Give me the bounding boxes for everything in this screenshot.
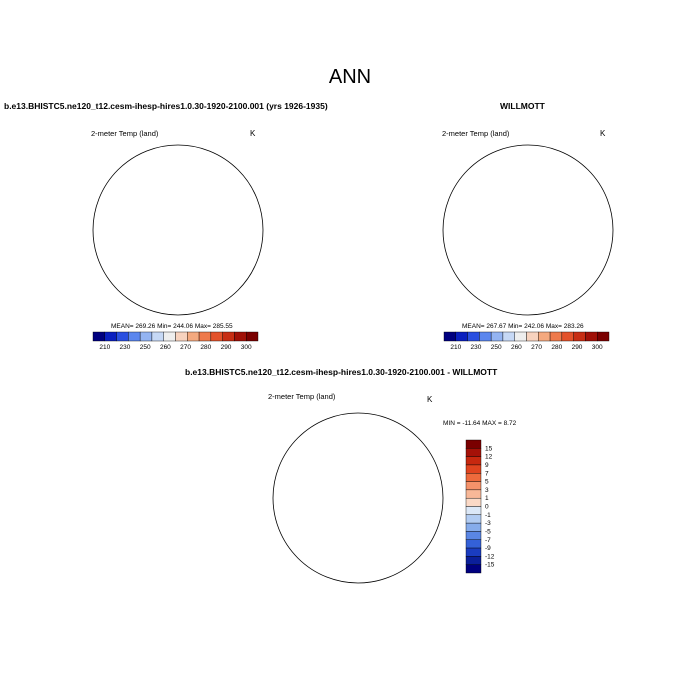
panel-3-colorbar-tick-label: -3 bbox=[485, 520, 491, 527]
panel-2-colorbar-swatch bbox=[597, 331, 610, 342]
panel-1-colorbar-swatch bbox=[175, 331, 188, 342]
panel-3-stats: MIN = -11.64 MAX = 8.72 bbox=[443, 420, 517, 427]
panel-2-case-title: WILLMOTT bbox=[500, 101, 545, 111]
panel-3-colorbar-swatch bbox=[465, 456, 482, 466]
panel-1-colorbar-tick-label: 260 bbox=[160, 344, 171, 351]
panel-2-colorbar-swatch bbox=[490, 331, 504, 342]
panel-2-colorbar-swatch bbox=[526, 331, 539, 342]
panel-3-colorbar-tick-label: -1 bbox=[485, 512, 491, 519]
panel-2-colorbar-tick-label: 280 bbox=[551, 344, 562, 351]
panel-3-colorbar-tick-label: 1 bbox=[485, 495, 489, 502]
panel-2-units: K bbox=[600, 129, 606, 138]
panel-2-colorbar-swatch bbox=[467, 331, 480, 342]
panel-2-variable-title: 2-meter Temp (land) bbox=[442, 129, 510, 138]
panel-2-colorbar-swatch bbox=[479, 331, 492, 342]
panel-3-colorbar-swatch bbox=[465, 473, 482, 482]
panel-1-stats: MEAN= 269.26 Min= 244.06 Max= 285.55 bbox=[111, 323, 233, 330]
panel-1-colorbar-tick-label: 280 bbox=[200, 344, 211, 351]
panel-1-colorbar-tick-label: 290 bbox=[221, 344, 232, 351]
panel-2-polar-map bbox=[442, 144, 614, 316]
panel-1-colorbar-swatch bbox=[116, 331, 129, 342]
panel-2-colorbar-tick-label: 270 bbox=[531, 344, 542, 351]
panel-1-colorbar-swatch bbox=[246, 331, 259, 342]
panel-3-colorbar-swatch bbox=[465, 547, 482, 557]
panel-3-colorbar-tick-label: -15 bbox=[485, 562, 495, 569]
panel-1-polar-map bbox=[92, 144, 264, 316]
panel-2-colorbar-swatch bbox=[549, 331, 563, 342]
panel-3-polar-map bbox=[272, 412, 444, 584]
panel-2-colorbar-swatch bbox=[502, 331, 515, 342]
panel-3-colorbar-swatch bbox=[465, 531, 482, 540]
panel-1-colorbar-swatch bbox=[234, 331, 247, 342]
panel-1-colorbar-swatch bbox=[151, 331, 164, 342]
panel-2-colorbar-swatch bbox=[443, 331, 456, 342]
panel-1-colorbar-swatch bbox=[222, 331, 235, 342]
panel-1-colorbar-swatch bbox=[128, 331, 141, 342]
panel-3-colorbar-tick-label: -5 bbox=[485, 528, 491, 535]
page-title: ANN bbox=[328, 66, 372, 88]
panel-3-colorbar-tick-label: -9 bbox=[485, 545, 491, 552]
panel-3-colorbar-swatch bbox=[465, 497, 482, 507]
panel-2-colorbar-swatch bbox=[538, 331, 551, 342]
panel-3-variable-title: 2-meter Temp (land) bbox=[268, 392, 336, 401]
panel-2-colorbar-swatch bbox=[573, 331, 586, 342]
panel-2-colorbar-tick-label: 290 bbox=[572, 344, 583, 351]
panel-1-units: K bbox=[250, 129, 256, 138]
panel-1-colorbar-swatch bbox=[198, 331, 212, 342]
panel-2-colorbar: 210 230 250 260 270 280 290 300 bbox=[443, 331, 610, 351]
panel-1-colorbar-swatch bbox=[163, 331, 176, 342]
panel-3-case-title: b.e13.BHISTC5.ne120_t12.cesm-ihesp-hires… bbox=[185, 367, 498, 377]
panel-3-colorbar-tick-label: 3 bbox=[485, 487, 489, 494]
panel-3-colorbar-tick-label: 12 bbox=[485, 454, 493, 461]
panel-1-colorbar: 210 230 250 260 270 280 290 300 bbox=[92, 331, 259, 351]
panel-2-colorbar-tick-label: 300 bbox=[592, 344, 603, 351]
panel-2-colorbar-swatch bbox=[514, 331, 527, 342]
panel-2-colorbar-swatch bbox=[561, 331, 574, 342]
panel-2-colorbar-tick-label: 250 bbox=[491, 344, 502, 351]
panel-3-colorbar-swatch bbox=[465, 481, 482, 491]
panel-1-colorbar-swatch bbox=[187, 331, 200, 342]
panel-2-colorbar-tick-label: 260 bbox=[511, 344, 522, 351]
panel-3-colorbar-tick-label: 15 bbox=[485, 445, 493, 452]
panel-2-colorbar-swatch bbox=[455, 331, 468, 342]
panel-3-colorbar-tick-label: 0 bbox=[485, 504, 489, 511]
panel-3-colorbar-tick-label: -7 bbox=[485, 537, 491, 544]
panel-3-colorbar-tick-label: -12 bbox=[485, 553, 495, 560]
panel-3-colorbar-swatch bbox=[465, 506, 482, 516]
panel-1-colorbar-swatch bbox=[104, 331, 117, 342]
panel-2-colorbar-tick-label: 210 bbox=[450, 344, 461, 351]
panel-3-colorbar-swatch bbox=[465, 564, 482, 574]
panel-1-variable-title: 2-meter Temp (land) bbox=[91, 129, 159, 138]
panel-3-colorbar-tick-label: 5 bbox=[485, 479, 489, 486]
panel-2-colorbar-swatch bbox=[585, 331, 598, 342]
panel-3-colorbar-tick-label: 9 bbox=[485, 462, 489, 469]
panel-3-colorbar-swatch bbox=[465, 522, 482, 532]
panel-3-colorbar-swatch bbox=[465, 514, 482, 524]
panel-1-case-title: b.e13.BHISTC5.ne120_t12.cesm-ihesp-hires… bbox=[4, 101, 328, 111]
panel-1-colorbar-swatch bbox=[92, 331, 105, 342]
panel-1-colorbar-tick-label: 270 bbox=[180, 344, 191, 351]
panel-3-colorbar-swatch bbox=[465, 464, 482, 474]
panel-3-colorbar-swatch bbox=[465, 489, 482, 499]
panel-1-colorbar-swatch bbox=[139, 331, 153, 342]
panel-3-units: K bbox=[427, 395, 433, 404]
panel-2-stats: MEAN= 267.67 Min= 242.06 Max= 283.26 bbox=[462, 323, 584, 330]
panel-1-colorbar-tick-label: 300 bbox=[241, 344, 252, 351]
panel-3-colorbar-tick-label: 7 bbox=[485, 470, 489, 477]
panel-1-colorbar-swatch bbox=[210, 331, 223, 342]
panel-3-colorbar-swatch bbox=[465, 556, 482, 565]
panel-1-colorbar-tick-label: 230 bbox=[120, 344, 131, 351]
panel-3-colorbar-swatch bbox=[465, 448, 482, 457]
panel-1-colorbar-tick-label: 210 bbox=[99, 344, 110, 351]
panel-2-colorbar-tick-label: 230 bbox=[471, 344, 482, 351]
panel-1-colorbar-tick-label: 250 bbox=[140, 344, 151, 351]
panel-3-colorbar-swatch bbox=[465, 439, 482, 449]
panel-3-colorbar-swatch bbox=[465, 539, 482, 549]
